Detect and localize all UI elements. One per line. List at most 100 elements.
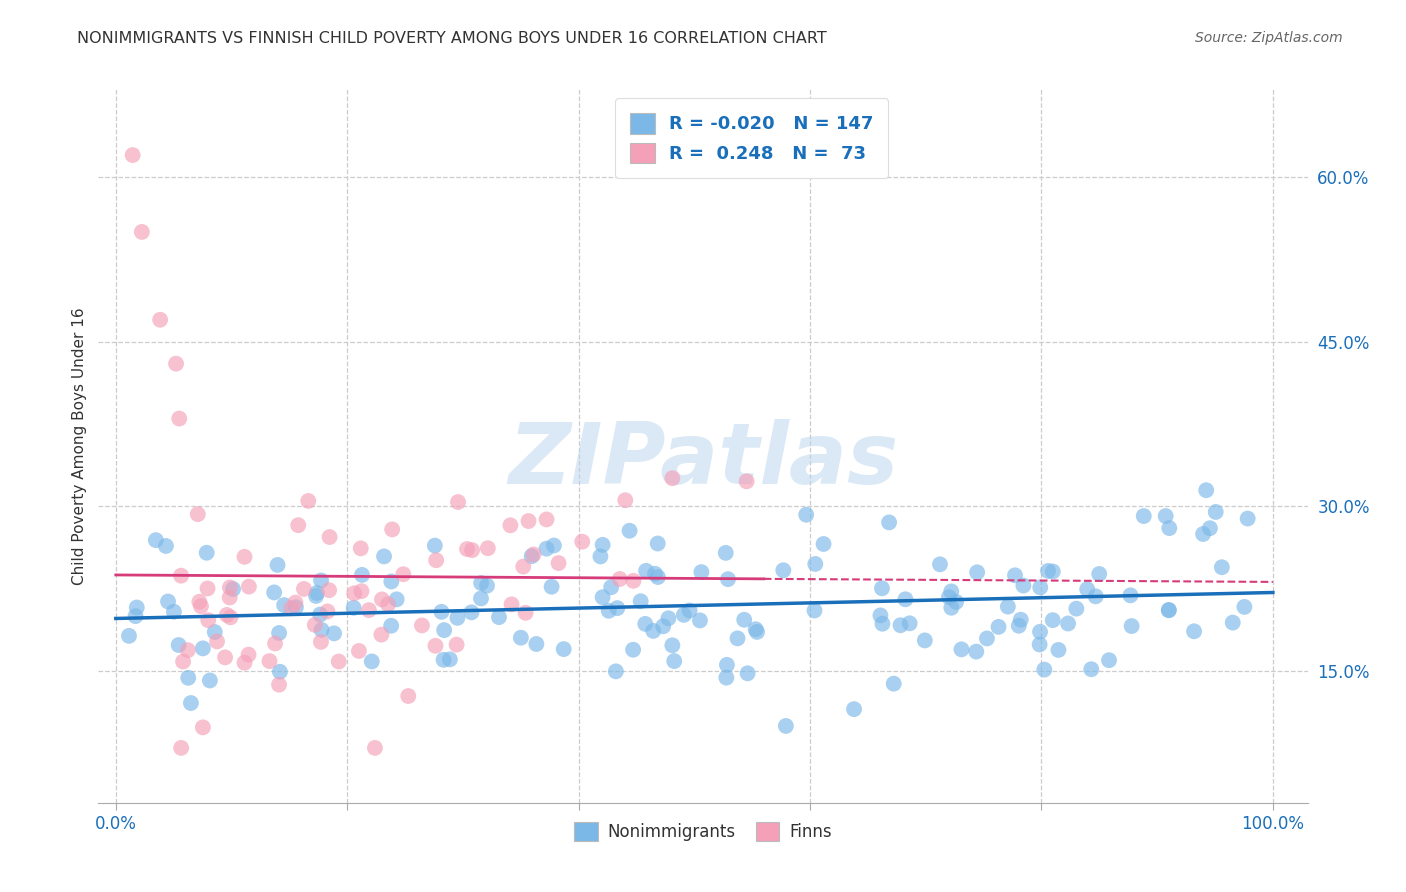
Point <box>284 596 307 610</box>
Point <box>1080 662 1102 676</box>
Point <box>716 671 738 685</box>
Point <box>477 541 499 556</box>
Point <box>657 611 679 625</box>
Point <box>938 590 960 604</box>
Point <box>198 673 221 688</box>
Point <box>197 582 219 596</box>
Point <box>263 585 285 599</box>
Point <box>433 623 456 637</box>
Point <box>609 572 631 586</box>
Point <box>1010 613 1032 627</box>
Point <box>690 565 713 579</box>
Point <box>647 536 669 550</box>
Point <box>343 586 366 600</box>
Point <box>661 638 683 652</box>
Point <box>512 559 534 574</box>
Point <box>716 657 738 672</box>
Point <box>717 572 740 586</box>
Point <box>177 671 200 685</box>
Point <box>600 580 623 594</box>
Text: ZIPatlas: ZIPatlas <box>508 418 898 502</box>
Point <box>350 584 373 599</box>
Point <box>304 618 326 632</box>
Point <box>219 581 242 595</box>
Point <box>1182 624 1205 639</box>
Point <box>914 633 936 648</box>
Point <box>598 604 620 618</box>
Point <box>623 574 645 588</box>
Point <box>461 543 484 558</box>
Point <box>524 637 547 651</box>
Point <box>966 566 988 580</box>
Point <box>269 626 291 640</box>
Point <box>606 601 628 615</box>
Point <box>124 609 146 624</box>
Point <box>155 539 177 553</box>
Text: NONIMMIGRANTS VS FINNISH CHILD POVERTY AMONG BOYS UNDER 16 CORRELATION CHART: NONIMMIGRANTS VS FINNISH CHILD POVERTY A… <box>77 31 827 46</box>
Point <box>475 579 498 593</box>
Point <box>842 702 865 716</box>
Point <box>1042 613 1064 627</box>
Point <box>488 610 510 624</box>
Point <box>292 582 315 596</box>
Point <box>621 642 644 657</box>
Point <box>360 655 382 669</box>
Point <box>547 556 569 570</box>
Legend: Nonimmigrants, Finns: Nonimmigrants, Finns <box>568 815 838 848</box>
Point <box>214 650 236 665</box>
Point <box>1132 509 1154 524</box>
Point <box>643 624 665 638</box>
Point <box>727 632 749 646</box>
Point <box>121 148 143 162</box>
Point <box>377 598 399 612</box>
Point <box>380 619 402 633</box>
Point <box>125 600 148 615</box>
Point <box>432 653 454 667</box>
Point <box>592 538 614 552</box>
Point <box>1222 615 1244 630</box>
Point <box>188 595 211 609</box>
Point <box>177 643 200 657</box>
Point <box>1004 568 1026 582</box>
Point <box>772 563 794 577</box>
Point <box>287 518 309 533</box>
Point <box>794 508 817 522</box>
Point <box>522 548 544 562</box>
Point <box>447 495 470 509</box>
Point <box>987 620 1010 634</box>
Point <box>870 582 893 596</box>
Point <box>898 616 921 631</box>
Point <box>347 644 370 658</box>
Point <box>1211 560 1233 574</box>
Point <box>605 665 627 679</box>
Point <box>965 644 987 658</box>
Point <box>644 566 666 581</box>
Point <box>233 656 256 670</box>
Point <box>439 652 461 666</box>
Point <box>1236 511 1258 525</box>
Point <box>392 567 415 582</box>
Point <box>945 595 967 609</box>
Point <box>714 546 737 560</box>
Point <box>672 607 695 622</box>
Point <box>737 666 759 681</box>
Point <box>1119 588 1142 602</box>
Point <box>872 616 894 631</box>
Point <box>941 584 963 599</box>
Point <box>267 678 290 692</box>
Point <box>1199 521 1222 535</box>
Point <box>941 600 963 615</box>
Point <box>190 599 212 614</box>
Point <box>501 598 523 612</box>
Point <box>636 564 658 578</box>
Point <box>744 622 766 636</box>
Point <box>238 580 260 594</box>
Point <box>877 516 900 530</box>
Point <box>997 599 1019 614</box>
Point <box>280 601 302 615</box>
Point <box>350 541 373 556</box>
Point <box>1033 663 1056 677</box>
Point <box>197 613 219 627</box>
Point <box>430 605 453 619</box>
Point <box>689 614 711 628</box>
